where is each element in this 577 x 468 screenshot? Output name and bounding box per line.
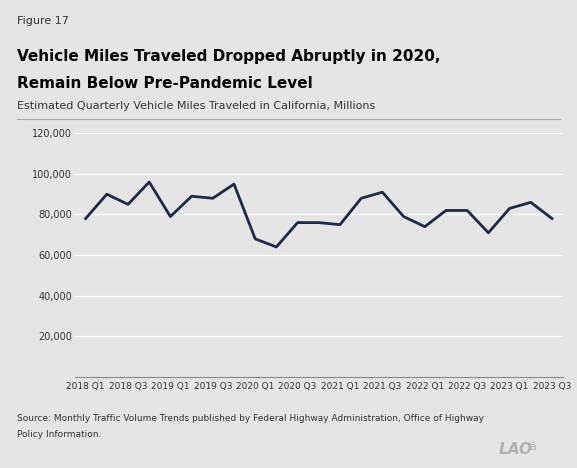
- Text: LAO: LAO: [499, 442, 533, 457]
- Text: â: â: [529, 442, 536, 452]
- Text: Vehicle Miles Traveled Dropped Abruptly in 2020,: Vehicle Miles Traveled Dropped Abruptly …: [17, 49, 441, 64]
- Text: Source: Monthly Traffic Volume Trends published by Federal Highway Administratio: Source: Monthly Traffic Volume Trends pu…: [17, 414, 484, 423]
- Text: Policy Information.: Policy Information.: [17, 430, 102, 439]
- Text: Figure 17: Figure 17: [17, 16, 69, 26]
- Text: Remain Below Pre-Pandemic Level: Remain Below Pre-Pandemic Level: [17, 76, 313, 91]
- Text: Estimated Quarterly Vehicle Miles Traveled in California, Millions: Estimated Quarterly Vehicle Miles Travel…: [17, 101, 376, 110]
